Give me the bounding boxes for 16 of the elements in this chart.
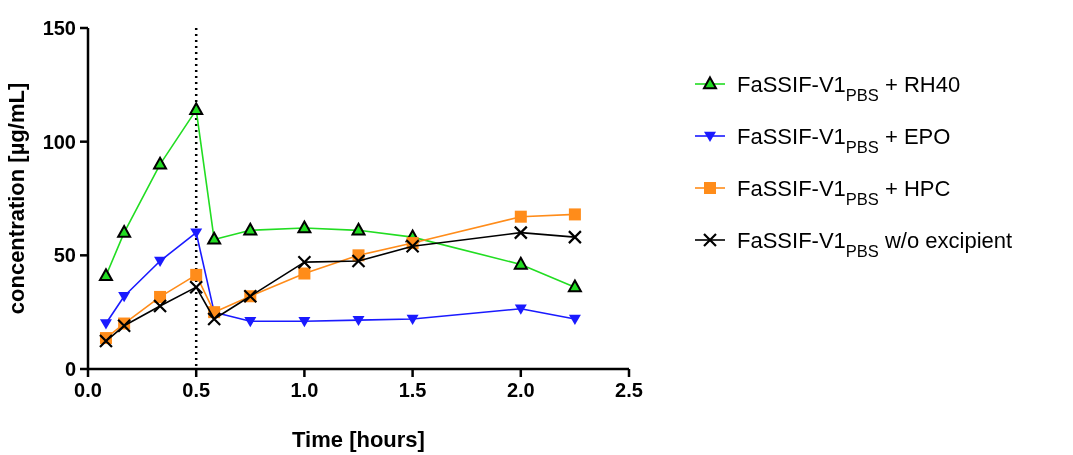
legend-label: FaSSIF-V1$_{PBS}$ + RH40 — [737, 72, 961, 104]
y-axis-title: concentration [µg/mL] — [4, 82, 29, 315]
x-tick-label: 1.0 — [290, 379, 319, 401]
x-tick-label: 2.5 — [615, 379, 643, 401]
y-tick-label: 100 — [42, 130, 76, 153]
legend-label: FaSSIF-V1$_{PBS}$ + HPC — [737, 176, 951, 208]
x-tick-label: 2.0 — [506, 379, 535, 401]
legend-label: FaSSIF-V1$_{PBS}$ + EPO — [737, 124, 951, 156]
y-tick-label: 0 — [64, 358, 76, 380]
x-tick-label: 0.5 — [182, 379, 211, 401]
legend-label: FaSSIF-V1$_{PBS}$ w/o excipient — [737, 228, 1013, 260]
x-tick-label: 1.5 — [398, 379, 427, 401]
x-axis-title: Time [hours] — [292, 427, 425, 452]
x-tick-label: 0.0 — [74, 379, 102, 401]
y-tick-label: 50 — [53, 244, 76, 267]
y-tick-label: 150 — [42, 17, 76, 39]
